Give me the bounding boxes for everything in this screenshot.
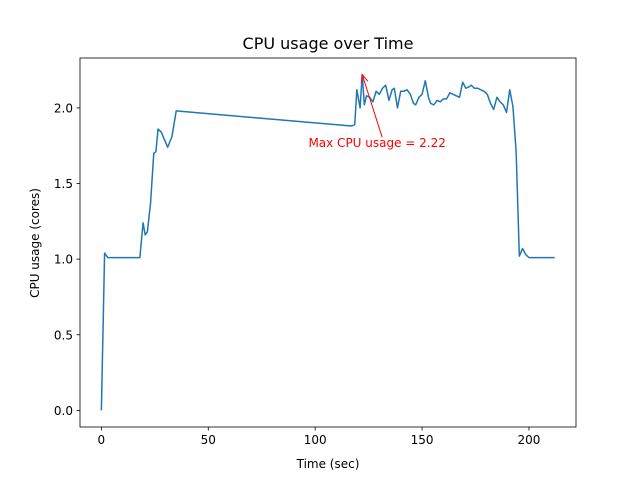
y-tick-label: 1.0 <box>54 253 73 267</box>
x-tick-label: 50 <box>201 433 216 447</box>
x-tick-label: 100 <box>304 433 327 447</box>
annotation-text: Max CPU usage = 2.22 <box>308 136 445 150</box>
x-tick-label: 200 <box>518 433 541 447</box>
annotation-arrow-line <box>361 74 383 138</box>
y-tick-label: 0.5 <box>54 328 73 342</box>
x-tick-label: 0 <box>98 433 106 447</box>
x-tick-label: 150 <box>411 433 434 447</box>
y-tick-label: 0.0 <box>54 404 73 418</box>
axes-frame <box>79 57 577 428</box>
annotation-arrow-head <box>360 73 369 84</box>
x-axis-label: Time (sec) <box>296 457 360 471</box>
y-tick-label: 2.0 <box>54 101 73 115</box>
y-tick-label: 1.5 <box>54 177 73 191</box>
y-axis-label: CPU usage (cores) <box>28 188 42 298</box>
plot-area: 0 50 100 150 200 0.0 0.5 1.0 1.5 2.0 Max CPU usage… <box>54 57 577 447</box>
chart-title: CPU usage over Time <box>243 34 414 53</box>
series-line-0 <box>100 73 555 411</box>
